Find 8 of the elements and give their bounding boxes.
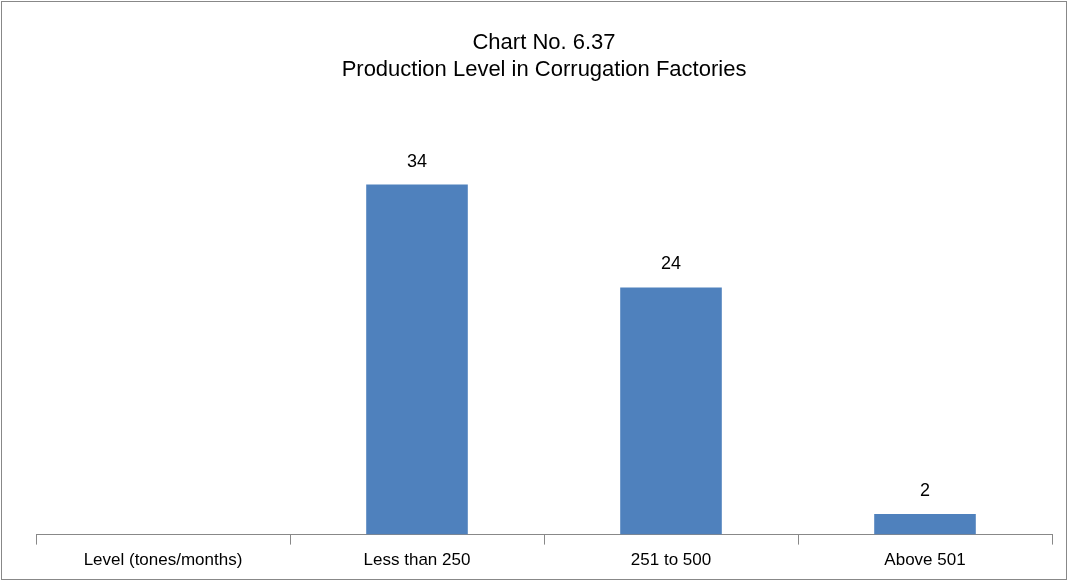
- x-tick-label: 251 to 500: [630, 550, 712, 570]
- x-tick-label: Less than 250: [363, 550, 471, 570]
- data-label: 24: [660, 253, 682, 274]
- x-tick-label: Level (tones/months): [83, 550, 243, 570]
- chart-title: Chart No. 6.37 Production Level in Corrugation Factories: [341, 29, 747, 81]
- x-tick-label: Above 501: [884, 550, 966, 570]
- data-label: 2: [919, 479, 931, 500]
- data-label: 34: [406, 150, 428, 171]
